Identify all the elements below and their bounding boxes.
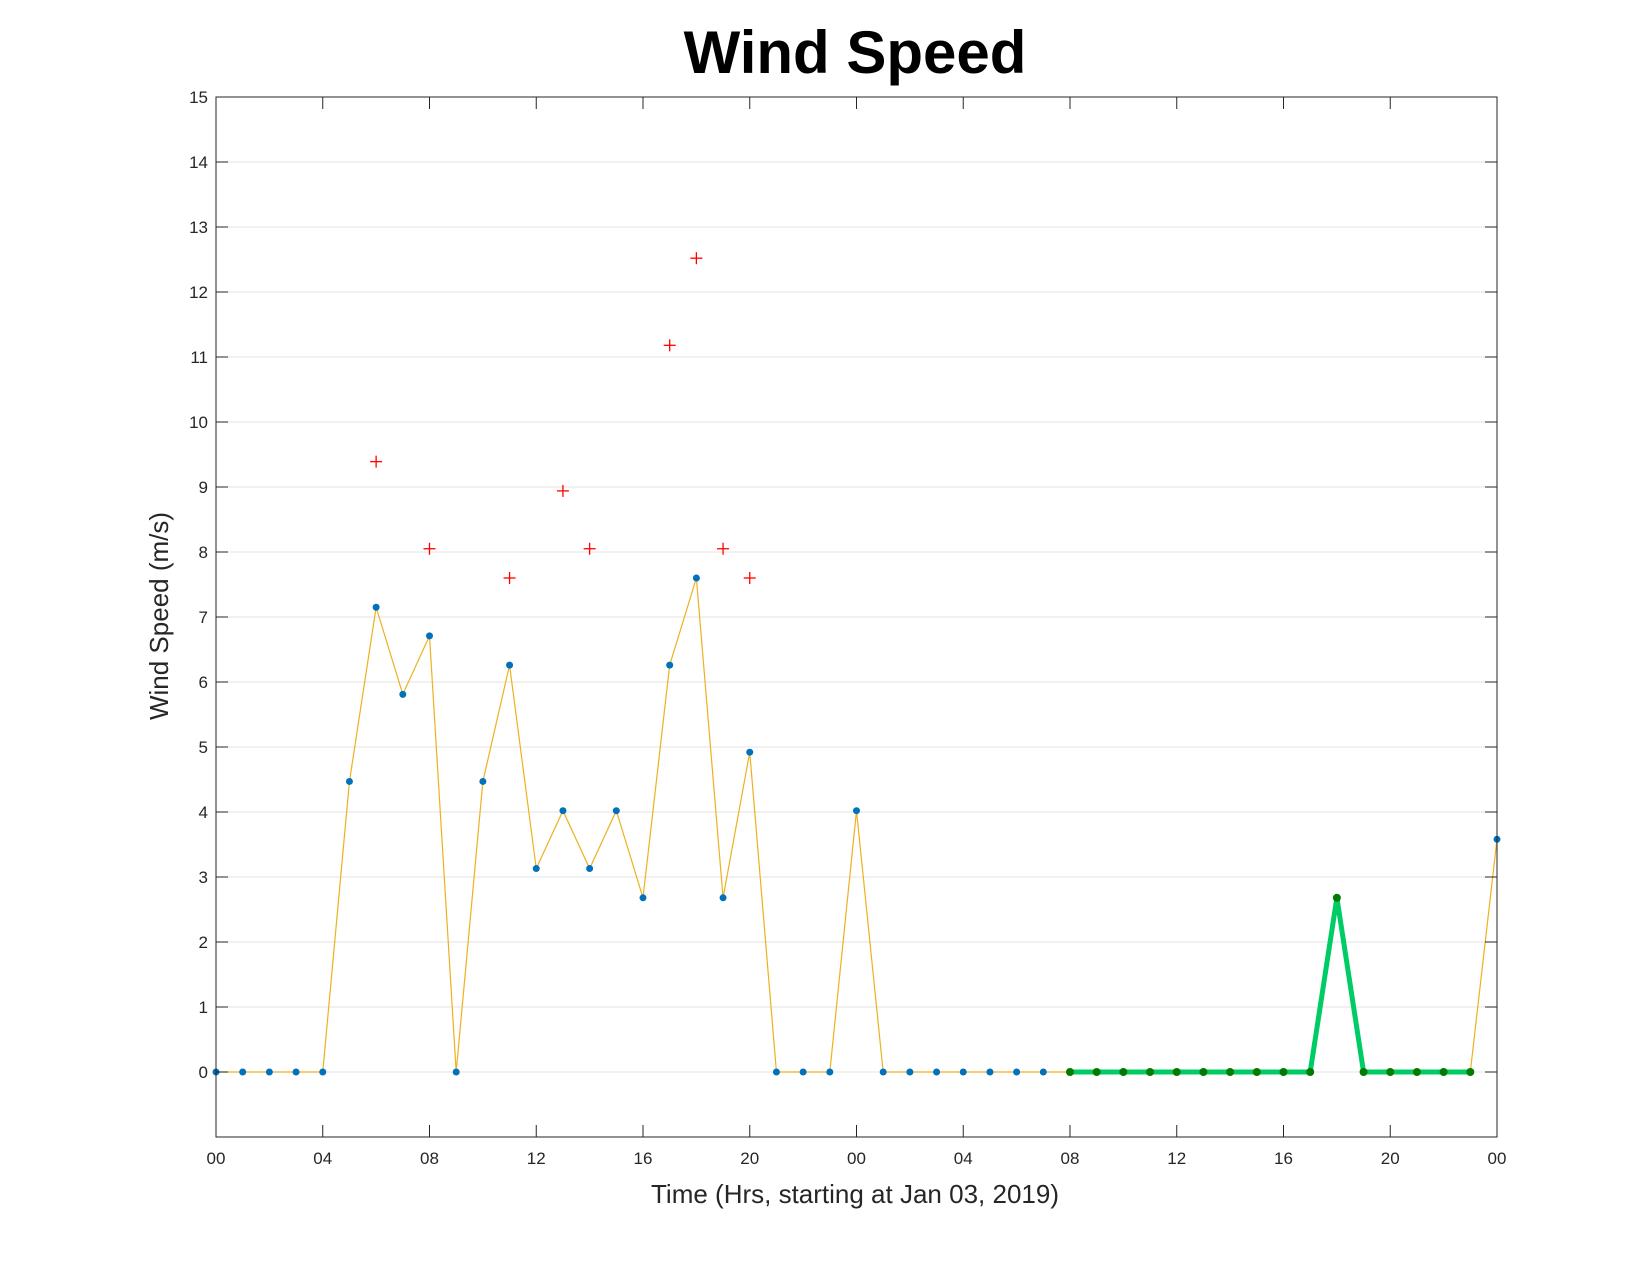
gust-marker: [423, 542, 436, 555]
highlight-point: [1119, 1068, 1128, 1076]
wind-speed-point: [986, 1068, 994, 1076]
wind-speed-point: [426, 632, 433, 640]
x-tick-label: 00: [847, 1149, 866, 1168]
y-tick-label: 8: [199, 543, 208, 562]
gust-marker: [717, 542, 730, 555]
highlight-point: [1252, 1068, 1261, 1076]
x-tick-label: 20: [740, 1149, 759, 1168]
wind-speed-point: [559, 807, 567, 815]
wind-speed-point: [239, 1068, 247, 1076]
y-tick-label: 4: [199, 803, 208, 822]
wind-speed-point: [345, 777, 353, 785]
wind-speed-point: [746, 748, 754, 756]
x-tick-label: 04: [313, 1149, 332, 1168]
highlight-point: [1092, 1068, 1101, 1076]
x-tick-label: 12: [527, 1149, 546, 1168]
x-tick-label: 20: [1381, 1149, 1400, 1168]
y-axis-label: Wind Speed (m/s): [144, 512, 174, 720]
wind-speed-point: [692, 574, 700, 582]
y-tick-label: 5: [199, 738, 208, 757]
x-tick-label: 08: [420, 1149, 439, 1168]
gust-marker: [583, 542, 596, 555]
x-tick-label: 08: [1061, 1149, 1080, 1168]
highlight-point: [1172, 1068, 1181, 1076]
highlight-point: [1359, 1068, 1368, 1076]
wind-speed-point: [265, 1068, 273, 1076]
wind-speed-point: [639, 894, 647, 902]
wind-speed-point: [372, 603, 380, 611]
wind-speed-point: [933, 1068, 941, 1076]
x-axis-ticks: 00 04 08 12 16 20 00 04 08 12 16 20 00: [207, 97, 1507, 1168]
y-tick-label: 6: [199, 673, 208, 692]
y-tick-label: 3: [199, 868, 208, 887]
wind-speed-point: [1039, 1068, 1047, 1076]
wind-speed-line: [216, 577, 1498, 1073]
wind-speed-point: [506, 661, 514, 669]
highlight-point: [1146, 1068, 1155, 1076]
x-tick-label: 00: [1488, 1149, 1507, 1168]
wind-speed-point: [853, 807, 860, 815]
x-tick-label: 16: [634, 1149, 653, 1168]
x-tick-label: 04: [954, 1149, 973, 1168]
wind-speed-point: [772, 1068, 780, 1076]
y-tick-label: 2: [199, 933, 208, 952]
chart-title: Wind Speed: [684, 19, 1027, 86]
plot-area: [212, 252, 1501, 1076]
y-tick-label: 11: [190, 348, 208, 367]
y-tick-label: 14: [189, 153, 208, 172]
wind-speed-point: [879, 1068, 887, 1076]
wind-speed-point: [826, 1068, 834, 1076]
grid-lines: [216, 96, 1497, 1073]
highlight-point: [1386, 1068, 1395, 1076]
highlight-point: [1332, 893, 1341, 902]
wind-speed-point: [399, 690, 407, 698]
x-tick-label: 00: [207, 1149, 226, 1168]
highlight-point: [1412, 1068, 1421, 1076]
x-tick-label: 16: [1274, 1149, 1293, 1168]
y-tick-label: 1: [199, 998, 208, 1017]
wind-speed-point: [452, 1068, 460, 1076]
wind-speed-point: [959, 1068, 967, 1076]
y-tick-label: 13: [189, 218, 208, 237]
gust-marker: [370, 455, 383, 468]
y-tick-label: 15: [189, 88, 208, 107]
wind-speed-point: [906, 1068, 914, 1076]
highlight-point: [1199, 1068, 1208, 1076]
y-tick-label: 7: [199, 608, 208, 627]
wind-speed-point: [1013, 1068, 1021, 1076]
wind-speed-point: [586, 865, 594, 873]
gust-marker: [663, 339, 676, 352]
y-tick-label: 9: [199, 478, 208, 497]
y-tick-label: 10: [189, 413, 208, 432]
wind-speed-point: [532, 865, 540, 873]
highlight-point: [1279, 1068, 1288, 1076]
highlight-point: [1226, 1068, 1235, 1076]
highlight-point: [1439, 1068, 1448, 1076]
wind-speed-point: [719, 894, 727, 902]
y-tick-label: 0: [199, 1063, 208, 1082]
x-tick-label: 12: [1167, 1149, 1186, 1168]
wind-speed-point: [666, 661, 674, 669]
gust-marker: [743, 572, 756, 584]
y-tick-label: 12: [189, 283, 208, 302]
wind-speed-point: [479, 777, 487, 785]
highlight-point: [1066, 1068, 1074, 1076]
x-axis-label: Time (Hrs, starting at Jan 03, 2019): [651, 1179, 1059, 1209]
wind-speed-point: [612, 807, 620, 815]
highlight-point: [1466, 1068, 1475, 1076]
wind-speed-point: [319, 1068, 327, 1076]
gust-marker: [690, 252, 703, 265]
highlight-line: [1070, 897, 1471, 1075]
wind-speed-point: [292, 1068, 300, 1076]
wind-speed-point: [799, 1068, 807, 1076]
highlight-point: [1306, 1068, 1315, 1076]
gust-marker: [503, 572, 516, 584]
gust-marker: [556, 484, 569, 497]
